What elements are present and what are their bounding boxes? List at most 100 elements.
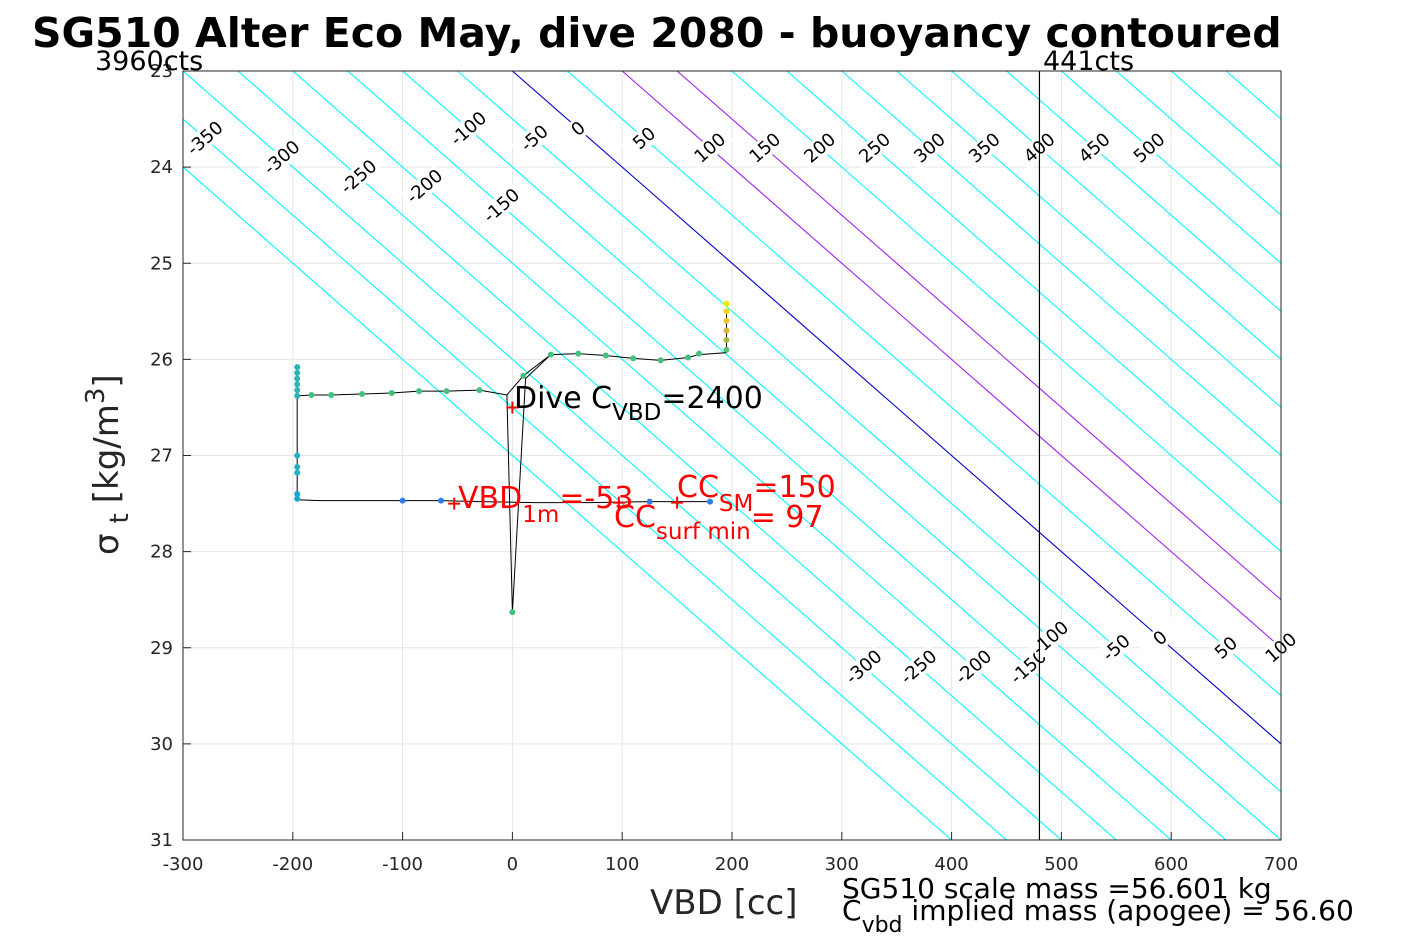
cc-sm-annotation: CCSM=150 [677,470,836,517]
contour-line [1336,71,1417,840]
x-tick-label: 700 [1264,854,1298,875]
x-tick-label: 0 [507,854,518,875]
contour-line [566,71,1281,697]
data-point [575,350,582,357]
scale-mass-text: SG510 scale mass =56.601 kg [842,872,1272,905]
contour-label-bg [961,125,1008,170]
x-tick-label: 100 [605,854,639,875]
contour-label-bg [258,135,305,180]
data-points [294,300,730,616]
data-point [520,372,527,379]
contour-line [512,71,1281,745]
corner-label-left: 3960cts [95,46,203,77]
y-tick-label: 28 [150,542,173,563]
red-plus-marker [612,496,625,509]
data-point [294,392,301,399]
contour-line [183,118,1007,840]
data-point [723,346,730,353]
data-point [696,350,703,357]
y-axis-label-sub: t [105,513,135,523]
cc-surf-min-prefix: CC [614,500,656,535]
data-point [723,317,730,324]
y-axis-label-unit: [kg/m [87,404,127,503]
y-tick-label: 29 [150,638,173,659]
cc-surf-min-sub: surf min [656,519,751,545]
contour-label-bg [796,125,843,170]
contour-line [731,71,1281,553]
data-point [723,337,730,344]
x-tick-label: -200 [272,854,313,875]
cc-surf-min-annotation: CCsurf min= 97 [614,500,824,545]
contour-line [457,71,1281,793]
data-point [630,355,637,362]
data-point [294,464,301,471]
y-axis-label-sup: 3 [81,388,111,405]
x-axis-label: VBD [cc] [650,883,798,923]
contour-line [1115,71,1281,216]
contour-line [1006,71,1281,313]
x-tick-label: -300 [163,854,204,875]
contour-label-bg [1126,125,1173,170]
contour-line [1391,71,1417,840]
contour-label-bg [1093,625,1140,670]
contour-line [951,71,1281,361]
data-point [294,452,301,459]
cc-surf-min-suffix: = 97 [751,500,824,535]
data-point [294,495,301,502]
cc-sm-sub: SM [719,491,753,517]
contour-label-bg [1137,616,1184,661]
x-tick-label: 600 [1154,854,1188,875]
contour-line [786,71,1281,505]
y-axis-label-close: ] [87,374,127,387]
data-point [602,352,609,359]
dive-cvbd-sub: VBD [612,400,661,426]
contour-label-bg [741,125,789,170]
data-point [707,498,714,505]
contour-label-bg [445,106,492,151]
data-point [294,469,301,476]
contour-line [896,71,1281,409]
y-tick-label: 24 [150,157,173,178]
buoyancy-contours [183,71,1417,840]
red-plus-marker [671,496,684,509]
implied-mass-sub: vbd [862,913,903,938]
dive-cvbd-suffix: =2400 [661,381,762,416]
data-point [723,300,730,307]
contour-line [183,166,952,840]
data-point [328,391,335,398]
contour-label-bg [840,644,887,689]
data-point [685,354,692,361]
implied-mass-suffix: implied mass (apogee) = 56.60 [903,894,1354,927]
y-axis-ticks: 23 24 25 26 27 28 29 30 31 [150,61,191,851]
red-plus-marker [448,497,461,510]
contour-label-bg [950,644,997,689]
contour-line [402,71,1281,840]
y-tick-label: 23 [150,61,173,82]
contour-label-bg [1071,125,1118,170]
contour-label-bg [511,116,558,161]
contour-label-bg [335,154,382,199]
data-point [416,388,423,395]
data-point [723,327,730,334]
data-point [723,308,730,315]
x-tick-label: 500 [1044,854,1078,875]
dive-line [506,354,552,613]
contour-line [237,71,1117,840]
corner-label-right: 441cts [1043,46,1134,77]
y-tick-label: 26 [150,349,173,370]
data-point [294,381,301,388]
data-point [294,490,301,497]
data-point [399,497,406,504]
dive-trace [296,311,728,613]
vbd-1m-sub: 1m [522,502,559,528]
data-point [294,369,301,376]
x-axis-ticks: -300 -200 -100 0 100 200 300 400 500 600 700 [163,832,1298,875]
vbd-1m-prefix: VBD [458,481,522,516]
y-tick-label: 31 [150,830,173,851]
vbd-1m-annotation: VBD1m=-53 [458,481,633,528]
x-tick-label: 300 [825,854,859,875]
data-point [294,364,301,371]
contour-line [1280,71,1281,72]
data-point [476,387,483,394]
data-point [308,391,315,398]
